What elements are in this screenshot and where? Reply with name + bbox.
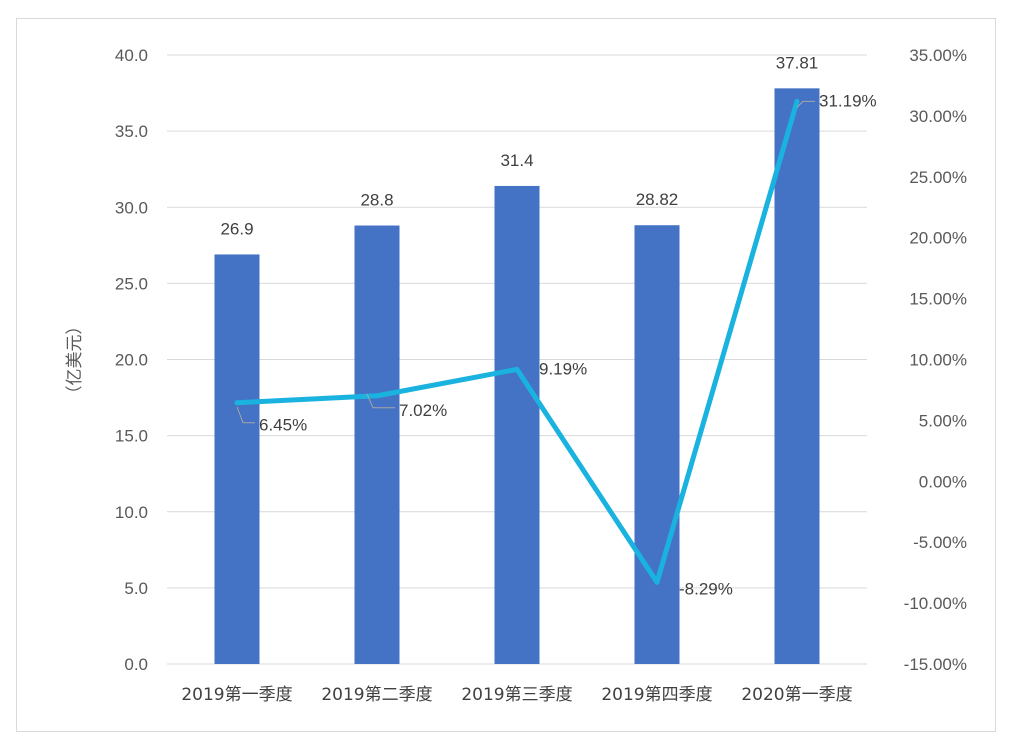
line-data-label: 6.45% bbox=[259, 416, 307, 435]
y-tick-label: 35.0 bbox=[115, 122, 148, 141]
y2-tick-label: 0.00% bbox=[919, 472, 967, 491]
y-tick-label: 10.0 bbox=[115, 503, 148, 522]
x-tick-label: 2019第一季度 bbox=[181, 685, 292, 705]
y2-tick-label: 5.00% bbox=[919, 411, 967, 430]
y2-tick-label: -10.00% bbox=[904, 594, 967, 613]
line-point bbox=[234, 400, 240, 406]
bar-data-label: 26.9 bbox=[220, 219, 253, 238]
line-data-label: 9.19% bbox=[539, 359, 587, 378]
y2-tick-label: 30.00% bbox=[909, 107, 967, 126]
y-tick-label: 0.0 bbox=[124, 655, 148, 674]
y-tick-label: 25.0 bbox=[115, 274, 148, 293]
line-data-label: 31.19% bbox=[819, 91, 877, 110]
y-tick-label: 30.0 bbox=[115, 198, 148, 217]
label-leader-line bbox=[236, 406, 255, 424]
line-data-label: 7.02% bbox=[399, 401, 447, 420]
line-data-label: -8.29% bbox=[679, 579, 733, 598]
x-tick-label: 2019第二季度 bbox=[321, 685, 432, 705]
bar bbox=[214, 254, 260, 664]
line-point bbox=[654, 579, 660, 585]
bar-data-label: 31.4 bbox=[500, 151, 533, 170]
x-tick-label: 2019第四季度 bbox=[601, 685, 712, 705]
label-leader-line bbox=[796, 100, 815, 108]
y-tick-label: 20.0 bbox=[115, 351, 148, 370]
y2-tick-label: 15.00% bbox=[909, 290, 967, 309]
bar bbox=[354, 225, 400, 664]
y2-tick-label: 25.00% bbox=[909, 168, 967, 187]
y-tick-label: 5.0 bbox=[124, 579, 148, 598]
bar-data-label: 37.81 bbox=[776, 53, 819, 72]
bar bbox=[774, 88, 820, 664]
x-tick-label: 2019第三季度 bbox=[461, 685, 572, 705]
bar-data-label: 28.8 bbox=[360, 191, 393, 210]
label-leader-line bbox=[366, 393, 395, 409]
y2-tick-label: 35.00% bbox=[909, 46, 967, 65]
y-tick-label: 15.0 bbox=[115, 427, 148, 446]
y2-tick-label: -15.00% bbox=[904, 655, 967, 674]
line-point bbox=[374, 393, 380, 399]
y-tick-label: 40.0 bbox=[115, 46, 148, 65]
y2-tick-label: 10.00% bbox=[909, 351, 967, 370]
x-tick-label: 2020第一季度 bbox=[741, 685, 852, 705]
line-point bbox=[794, 98, 800, 104]
bar-data-label: 28.82 bbox=[636, 190, 679, 209]
y2-tick-label: 20.00% bbox=[909, 229, 967, 248]
y-axis-label: （亿美元） bbox=[65, 318, 85, 403]
bar bbox=[494, 185, 540, 664]
line-point bbox=[514, 366, 520, 372]
bar bbox=[634, 225, 680, 664]
y2-tick-label: -5.00% bbox=[913, 533, 967, 552]
